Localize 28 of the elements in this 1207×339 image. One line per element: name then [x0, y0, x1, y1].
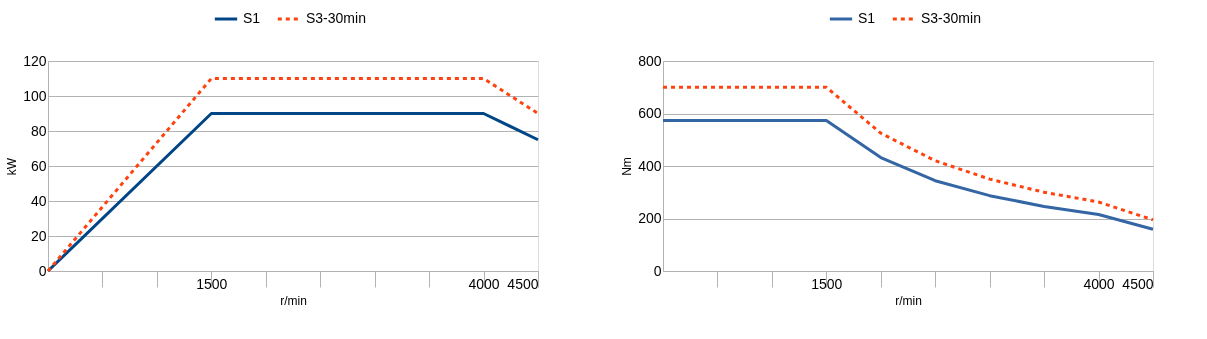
y-tick-label: 0 — [653, 262, 662, 279]
legend-label: S3-30min — [306, 10, 366, 26]
y-tick-label: 0 — [38, 262, 47, 279]
x-tick-label: 4000 — [1083, 275, 1115, 292]
y-tick-label: 100 — [23, 87, 47, 104]
x-axis-title: r/min — [280, 293, 307, 308]
x-tick-label: 4000 — [468, 275, 500, 292]
x-tick-label: 4500 — [507, 275, 539, 292]
y-tick-label: 40 — [30, 192, 47, 209]
y-tick-label: 200 — [638, 210, 662, 226]
line-series — [661, 119, 1155, 231]
y-tick-label: 800 — [638, 52, 662, 69]
y-tick-label: 400 — [638, 157, 662, 174]
x-tick-label: 1500 — [196, 275, 228, 292]
legend-label: S3-30min — [921, 10, 981, 26]
y-tick-label: 20 — [30, 227, 47, 244]
x-tick-label: 1500 — [811, 275, 843, 292]
y-axis-title: Nm — [620, 157, 635, 176]
x-tick-label: 4500 — [1122, 275, 1154, 292]
y-tick-label: 600 — [638, 105, 662, 121]
y-tick-label: 120 — [23, 52, 47, 69]
legend-label: S1 — [858, 10, 876, 26]
y-tick-label: 80 — [30, 122, 47, 139]
line-series — [661, 85, 1155, 222]
legend-label: S1 — [243, 10, 261, 26]
y-axis-title: kW — [5, 157, 20, 176]
x-axis-title: r/min — [895, 293, 922, 308]
y-tick-label: 60 — [30, 157, 47, 174]
